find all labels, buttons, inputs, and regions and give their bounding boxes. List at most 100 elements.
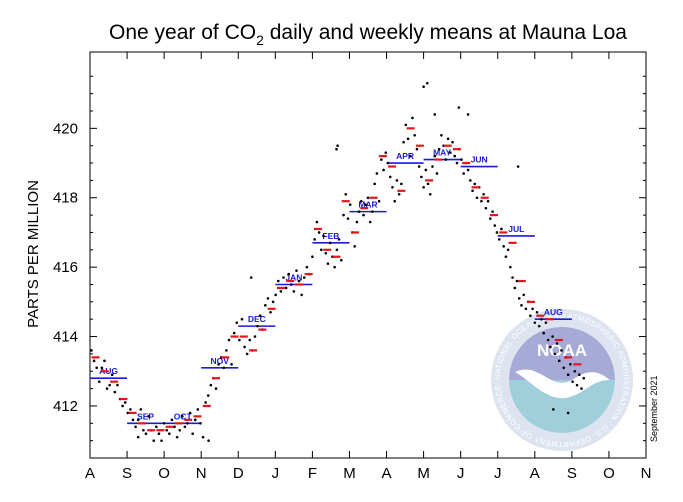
daily-point (555, 342, 559, 345)
logo-sky (509, 327, 615, 380)
monthly-label: JUL (508, 224, 524, 234)
daily-point (142, 428, 145, 432)
daily-point (426, 182, 430, 186)
daily-point (170, 418, 174, 422)
daily-point (180, 415, 184, 418)
daily-point (256, 324, 259, 328)
daily-point (134, 425, 137, 429)
daily-point (497, 238, 501, 241)
x-tick-label: F (308, 465, 317, 482)
daily-point (243, 345, 246, 349)
daily-point (282, 276, 285, 279)
daily-point (400, 182, 403, 186)
daily-point (428, 192, 432, 196)
daily-point (322, 234, 325, 238)
daily-point (571, 380, 574, 383)
daily-point (475, 196, 479, 200)
daily-point (557, 359, 561, 363)
daily-point (121, 404, 124, 408)
daily-point (207, 439, 210, 442)
daily-point (406, 137, 410, 141)
daily-point (336, 144, 339, 147)
x-tick-label: S (567, 465, 577, 482)
daily-point (269, 310, 272, 314)
daily-point (482, 192, 485, 196)
daily-point (108, 383, 111, 387)
daily-point (466, 168, 470, 172)
daily-point (404, 123, 408, 127)
daily-point (360, 199, 363, 203)
daily-point (516, 165, 520, 168)
daily-series (90, 81, 586, 442)
daily-point (560, 349, 563, 352)
daily-point (402, 140, 405, 144)
daily-point (446, 137, 450, 141)
daily-point (529, 314, 532, 318)
daily-point (513, 286, 517, 290)
daily-point (462, 172, 465, 175)
daily-point (319, 248, 323, 252)
daily-point (100, 366, 104, 370)
daily-point (317, 231, 321, 234)
daily-point (515, 279, 519, 283)
daily-point (245, 352, 249, 356)
daily-point (95, 366, 98, 370)
daily-point (126, 411, 130, 415)
daily-point (504, 255, 508, 259)
daily-point (542, 331, 545, 335)
daily-point (491, 210, 494, 213)
daily-point (368, 220, 372, 224)
daily-point (415, 147, 419, 151)
daily-point (466, 113, 470, 116)
chart-title-suffix: daily and weekly means at Mauna Loa (264, 21, 627, 44)
daily-point (373, 182, 376, 186)
daily-point (300, 293, 303, 297)
logo-gull (515, 369, 610, 399)
daily-point (451, 140, 454, 144)
daily-point (103, 359, 106, 363)
daily-point (302, 276, 306, 279)
daily-point (305, 265, 309, 269)
daily-point (408, 154, 412, 158)
daily-point (253, 335, 257, 338)
daily-point (495, 231, 499, 234)
daily-point (362, 213, 365, 217)
daily-point (206, 394, 210, 397)
daily-point (191, 432, 194, 436)
daily-point (264, 304, 267, 307)
daily-point (531, 307, 534, 311)
daily-point (573, 369, 577, 373)
monthly-label: JAN (285, 272, 302, 282)
daily-point (196, 408, 200, 411)
daily-point (335, 248, 339, 252)
daily-point (92, 359, 96, 363)
daily-point (222, 366, 226, 370)
daily-point (535, 310, 539, 314)
x-tick-label: D (233, 465, 244, 482)
daily-point (562, 366, 566, 370)
daily-point (500, 227, 503, 231)
monthly-label: MAR (358, 200, 377, 210)
daily-point (175, 435, 179, 439)
daily-point (131, 418, 135, 422)
daily-point (337, 238, 341, 241)
daily-point (238, 338, 241, 342)
daily-point (173, 425, 176, 429)
x-tick-label: J (494, 465, 502, 482)
monthly-label: APR (396, 151, 414, 161)
daily-point (457, 106, 461, 109)
daily-point (147, 415, 150, 418)
daily-point (90, 349, 93, 352)
daily-point (460, 158, 463, 161)
daily-point (553, 352, 557, 356)
daily-point (248, 338, 252, 342)
monthly-label: AUG (544, 307, 563, 317)
daily-point (566, 411, 570, 415)
daily-point (422, 85, 425, 89)
y-tick-label: 414 (53, 329, 78, 346)
x-tick-label: A (382, 465, 392, 482)
daily-point (471, 189, 474, 193)
daily-point (160, 439, 163, 442)
